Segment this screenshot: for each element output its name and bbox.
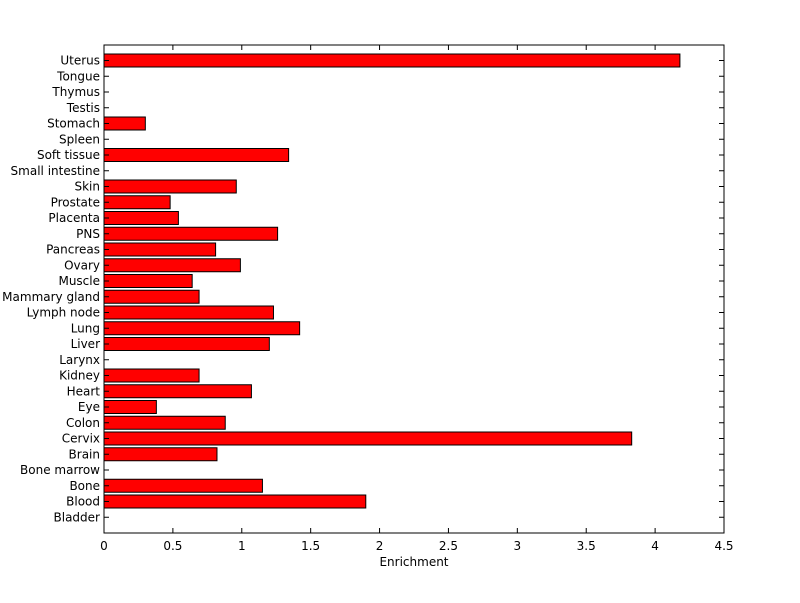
x-tick-label: 1 <box>238 539 246 553</box>
bar-kidney <box>103 368 200 383</box>
y-tick-label: Brain <box>69 447 100 461</box>
bar-heart <box>103 384 252 399</box>
y-tick-label: Small intestine <box>11 164 100 178</box>
bar-lymph-node <box>103 305 274 320</box>
x-tick-label: 3 <box>514 539 522 553</box>
y-tick-label: Lymph node <box>27 306 100 320</box>
x-tick-label: 3.5 <box>577 539 596 553</box>
bar-bone <box>103 478 263 493</box>
x-axis-label: Enrichment <box>379 555 448 569</box>
y-tick-label: Bladder <box>54 510 101 524</box>
y-tick-label: Heart <box>67 384 101 398</box>
y-tick-label: Kidney <box>59 369 100 383</box>
y-tick-label: Stomach <box>47 117 100 131</box>
y-tick-label: Tongue <box>56 69 100 83</box>
y-tick-label: Pancreas <box>46 243 100 257</box>
y-tick-label: Ovary <box>64 258 100 272</box>
y-tick-label: Prostate <box>51 195 100 209</box>
bar-ovary <box>103 258 241 273</box>
y-tick-label: Soft tissue <box>37 148 100 162</box>
y-tick-label: Blood <box>66 495 100 509</box>
bar-uterus <box>103 53 681 68</box>
y-tick-label: Liver <box>71 337 101 351</box>
bar-cervix <box>103 431 633 446</box>
y-tick-label: Muscle <box>58 274 100 288</box>
bar-lung <box>103 321 301 336</box>
y-tick-label: Mammary gland <box>2 290 100 304</box>
bar-placenta <box>103 211 179 225</box>
x-tick-label: 4.5 <box>714 539 733 553</box>
y-tick-label: Testis <box>66 101 100 115</box>
bar-prostate <box>103 195 171 210</box>
bar-liver <box>103 337 270 351</box>
y-tick-label: Colon <box>66 416 100 430</box>
bar-stomach <box>103 116 146 131</box>
x-tick-label: 2.5 <box>439 539 458 553</box>
y-tick-label: Eye <box>78 400 100 414</box>
y-tick-label: Skin <box>74 180 100 194</box>
x-tick-label: 2 <box>376 539 384 553</box>
bar-pancreas <box>103 242 217 257</box>
y-tick-label: Bone marrow <box>20 463 100 477</box>
y-tick-label: PNS <box>76 227 100 241</box>
y-tick-label: Spleen <box>59 132 100 146</box>
bar-eye <box>103 400 157 414</box>
x-tick-label: 4 <box>651 539 659 553</box>
bar-blood <box>103 494 367 509</box>
y-tick-label: Uterus <box>60 54 100 68</box>
bar-pns <box>103 226 279 241</box>
y-tick-label: Bone <box>69 479 100 493</box>
bar-skin <box>103 179 237 194</box>
y-tick-label: Cervix <box>62 432 100 446</box>
bar-muscle <box>103 274 193 288</box>
x-tick-label: 1.5 <box>301 539 320 553</box>
x-tick-label: 0 <box>100 539 108 553</box>
x-tick-label: 0.5 <box>163 539 182 553</box>
y-tick-label: Thymus <box>51 85 100 99</box>
bar-mammary-gland <box>103 289 200 304</box>
bar-colon <box>103 415 226 430</box>
bar-brain <box>103 447 218 462</box>
bar-soft-tissue <box>103 148 290 162</box>
y-tick-label: Placenta <box>48 211 100 225</box>
plot-frame <box>103 44 725 534</box>
y-tick-label: Lung <box>71 321 100 335</box>
y-tick-label: Larynx <box>59 353 100 367</box>
